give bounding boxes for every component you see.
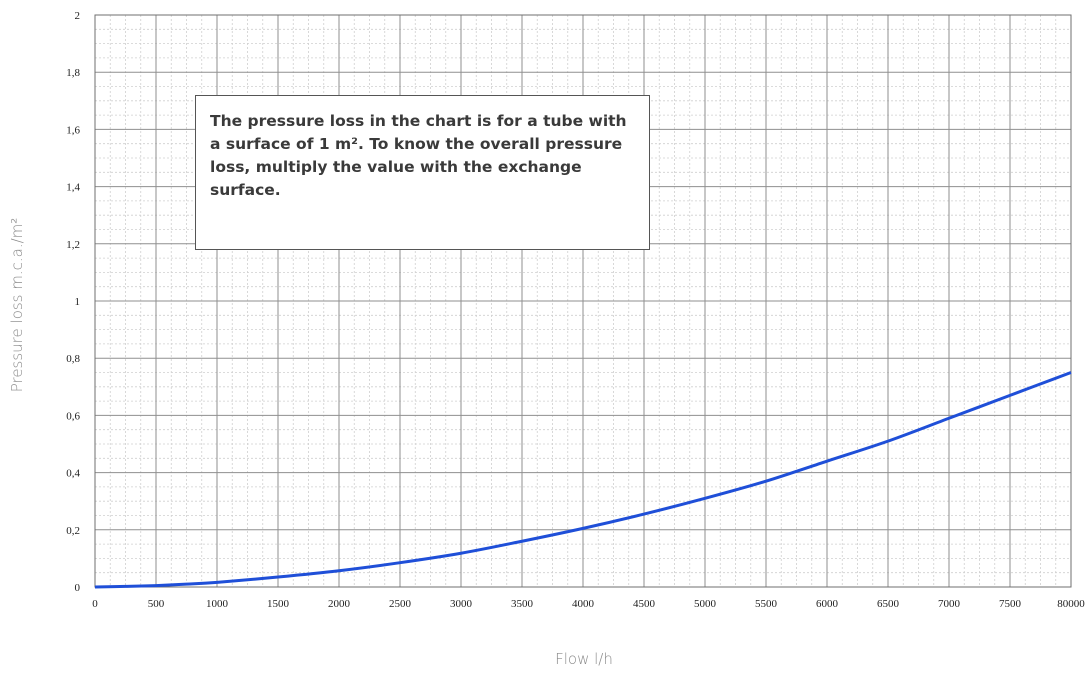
y-tick-label: 1 — [75, 296, 81, 308]
y-tick-label: 1,6 — [66, 124, 80, 136]
y-tick-label: 1,8 — [66, 67, 80, 79]
x-tick-label: 2000 — [328, 598, 351, 610]
x-tick-label: 7000 — [938, 598, 961, 610]
x-tick-label: 4500 — [633, 598, 656, 610]
annotation-box: The pressure loss in the chart is for a … — [195, 95, 650, 250]
y-tick-label: 0,8 — [66, 353, 80, 365]
x-tick-label: 5000 — [694, 598, 717, 610]
y-tick-label: 0,4 — [66, 468, 80, 480]
x-tick-label: 6500 — [877, 598, 900, 610]
x-tick-label: 3500 — [511, 598, 534, 610]
x-tick-label: 7500 — [999, 598, 1022, 610]
x-tick-label: 0 — [92, 598, 98, 610]
x-tick-label: 1000 — [206, 598, 229, 610]
x-tick-labels: 0 500 1000 1500 2000 2500 3000 3500 4000 4500 5000… — [92, 598, 1085, 610]
x-axis-title: Flow l/h — [555, 650, 613, 668]
annotation-text: The pressure loss in the chart is for a … — [210, 112, 627, 199]
x-tick-label: 5500 — [755, 598, 778, 610]
x-tick-label: 1500 — [267, 598, 290, 610]
y-tick-label: 2 — [75, 10, 81, 22]
x-tick-label: 80000 — [1057, 598, 1085, 610]
y-axis-title: Pressure loss m.c.a./m² — [8, 218, 26, 393]
y-tick-label: 1,2 — [66, 239, 80, 251]
y-tick-labels: 0 0,2 0,4 0,6 0,8 1 1,2 1,4 1,6 1,8 2 — [66, 10, 80, 594]
y-tick-label: 0 — [75, 582, 81, 594]
x-tick-label: 4000 — [572, 598, 595, 610]
x-tick-label: 3000 — [450, 598, 473, 610]
x-tick-label: 6000 — [816, 598, 839, 610]
y-tick-label: 1,4 — [66, 182, 80, 194]
x-tick-label: 2500 — [389, 598, 412, 610]
y-tick-label: 0,2 — [66, 525, 80, 537]
y-tick-label: 0,6 — [66, 410, 80, 422]
x-tick-label: 500 — [148, 598, 165, 610]
pressure-loss-curve — [94, 371, 1072, 589]
plot-frame — [94, 14, 1072, 588]
